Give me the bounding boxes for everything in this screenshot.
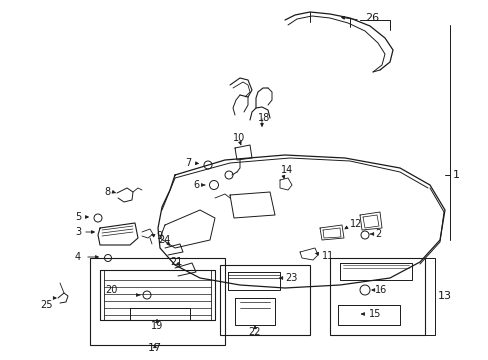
Text: 10: 10 bbox=[232, 133, 245, 143]
Text: 4: 4 bbox=[75, 252, 81, 262]
Text: 18: 18 bbox=[258, 113, 270, 123]
Text: 19: 19 bbox=[151, 321, 163, 331]
Text: 6: 6 bbox=[193, 180, 199, 190]
Text: 1: 1 bbox=[452, 170, 459, 180]
Bar bbox=[90, 258, 224, 345]
Text: 23: 23 bbox=[285, 273, 297, 283]
Text: 7: 7 bbox=[184, 158, 191, 168]
Text: 13: 13 bbox=[437, 291, 451, 301]
Text: 5: 5 bbox=[75, 212, 81, 222]
Text: 11: 11 bbox=[321, 251, 334, 261]
Text: 22: 22 bbox=[248, 327, 261, 337]
Text: 21: 21 bbox=[170, 257, 182, 267]
Text: 14: 14 bbox=[281, 165, 293, 175]
Bar bbox=[329, 258, 424, 335]
Text: 16: 16 bbox=[374, 285, 386, 295]
Text: 9: 9 bbox=[156, 231, 162, 241]
Bar bbox=[220, 265, 309, 335]
Text: 3: 3 bbox=[75, 227, 81, 237]
Text: 15: 15 bbox=[368, 309, 381, 319]
Text: 25: 25 bbox=[40, 300, 52, 310]
Text: 24: 24 bbox=[158, 235, 170, 245]
Text: 26: 26 bbox=[364, 13, 378, 23]
Text: 17: 17 bbox=[148, 343, 162, 353]
Text: 12: 12 bbox=[349, 219, 362, 229]
Text: 8: 8 bbox=[104, 187, 110, 197]
Text: 20: 20 bbox=[105, 285, 117, 295]
Text: 2: 2 bbox=[374, 229, 381, 239]
